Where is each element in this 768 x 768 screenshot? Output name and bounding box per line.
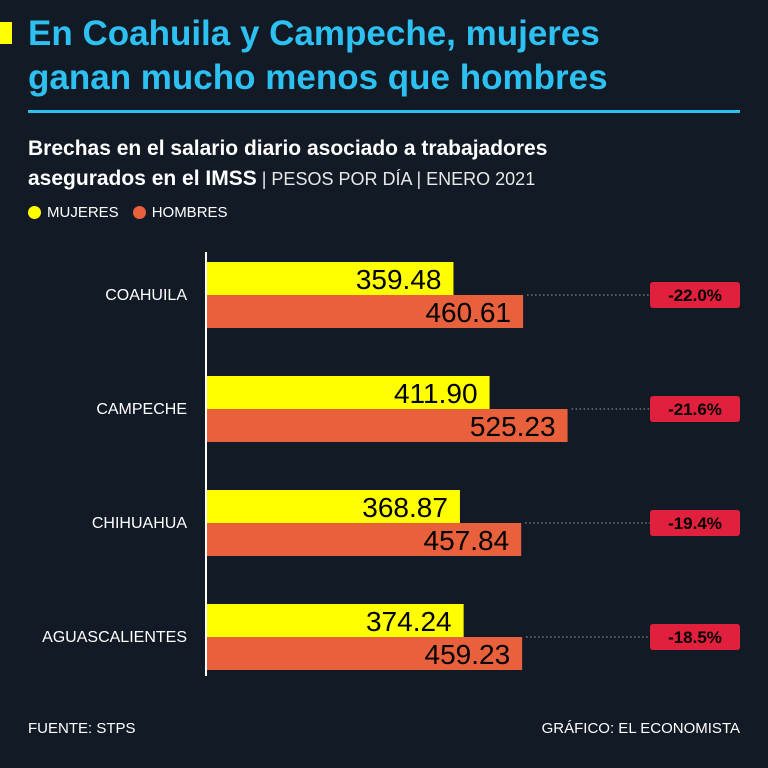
value-label-men: 525.23 <box>470 411 556 442</box>
legend-item-men: HOMBRES <box>132 204 228 221</box>
bar-men <box>206 295 524 328</box>
category-label: AGUASCALIENTES <box>42 629 187 646</box>
value-label-men: 457.84 <box>424 525 510 556</box>
title-divider <box>28 110 740 113</box>
legend-label-women: MUJERES <box>47 204 119 221</box>
value-label-women: 374.24 <box>366 606 452 637</box>
value-label-men: 460.61 <box>425 297 511 328</box>
gap-badge <box>650 396 740 422</box>
bar-men <box>206 637 523 670</box>
subtitle: Brechas en el salario diario asociado a … <box>28 134 748 194</box>
value-label-men: 459.23 <box>425 639 511 670</box>
legend-label-men: HOMBRES <box>151 204 228 221</box>
category-label: COAHUILA <box>105 287 187 304</box>
gap-label: -22.0% <box>668 286 722 305</box>
accent-bar <box>0 22 12 44</box>
bar-men <box>206 409 568 442</box>
category-label: CAMPECHE <box>96 401 187 418</box>
bar-women <box>206 490 460 523</box>
gap-label: -18.5% <box>668 628 722 647</box>
subtitle-line-2: asegurados en el IMSS <box>28 167 257 190</box>
gap-badge <box>650 282 740 308</box>
value-label-women: 368.87 <box>362 492 448 523</box>
headline-line-1: En Coahuila y Campeche, mujeres <box>28 14 600 53</box>
bar-women <box>206 262 454 295</box>
gap-label: -19.4% <box>668 514 722 533</box>
legend-swatch-men <box>132 206 146 219</box>
value-label-women: 359.48 <box>356 264 442 295</box>
gap-badge <box>650 624 740 650</box>
value-label-women: 411.90 <box>394 378 478 409</box>
subtitle-units: | PESOS POR DÍA | ENERO 2021 <box>256 169 536 189</box>
headline: En Coahuila y Campeche, mujeres ganan mu… <box>28 12 748 100</box>
credit-note: GRÁFICO: EL ECONOMISTA <box>541 720 740 737</box>
bar-women <box>206 376 490 409</box>
bar-women <box>206 604 464 637</box>
legend: MUJERES HOMBRES <box>28 204 228 221</box>
source-note: FUENTE: STPS <box>28 720 136 737</box>
legend-swatch-women <box>28 206 41 219</box>
legend-item-women: MUJERES <box>28 204 119 221</box>
headline-line-2: ganan mucho menos que hombres <box>28 58 608 97</box>
category-label: CHIHUAHUA <box>92 515 187 532</box>
gap-badge <box>650 510 740 536</box>
gap-label: -21.6% <box>668 400 722 419</box>
subtitle-line-1: Brechas en el salario diario asociado a … <box>28 137 548 160</box>
bar-men <box>206 523 522 556</box>
